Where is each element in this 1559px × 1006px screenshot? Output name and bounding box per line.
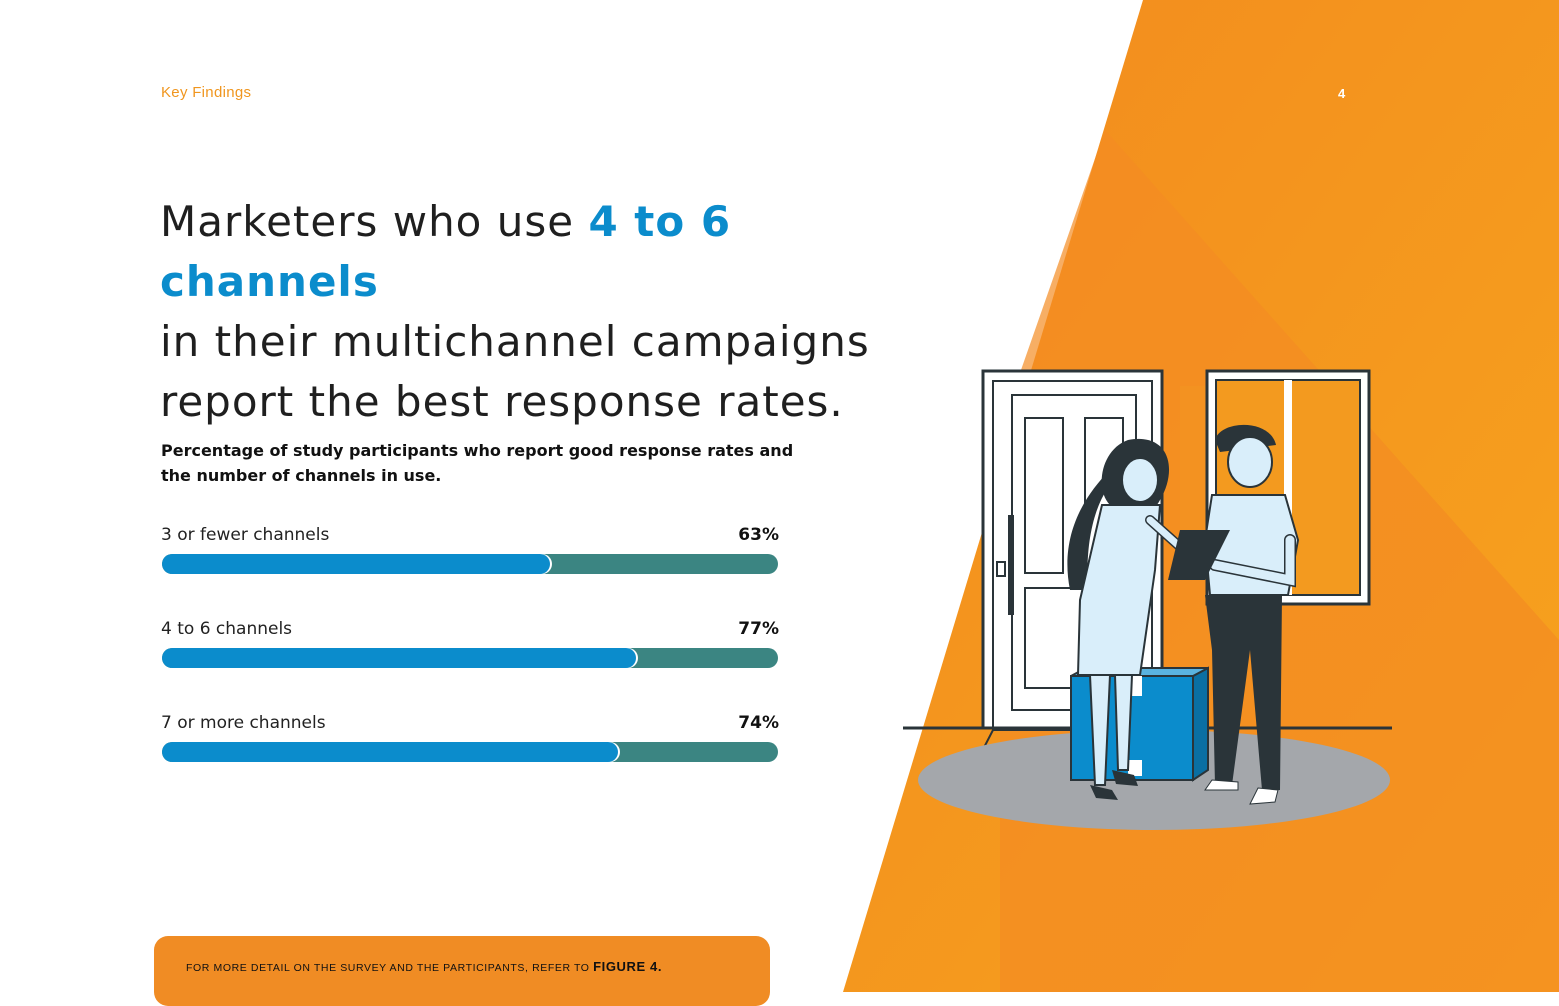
woman-figure <box>1067 438 1205 800</box>
footnote-banner: For more detail on the survey and the pa… <box>154 936 770 1006</box>
headline-part1: Marketers who use <box>160 197 589 246</box>
clipboard-icon <box>1168 530 1230 580</box>
bar-track <box>162 554 778 574</box>
bar-fill <box>162 554 551 574</box>
bar-fill <box>162 742 618 762</box>
footnote-body: For more detail on the survey and the pa… <box>186 962 594 974</box>
bar-category-label: 7 or more channels <box>161 713 326 733</box>
footnote-text: For more detail on the survey and the pa… <box>186 959 662 974</box>
bar-track <box>162 648 778 668</box>
figure-reference-link[interactable]: FIGURE 4. <box>593 959 663 974</box>
bar-category-label: 4 to 6 channels <box>161 619 293 639</box>
chart-title: Percentage of study participants who rep… <box>161 441 794 485</box>
section-label: Key Findings <box>161 84 252 101</box>
page-headline: Marketers who use 4 to 6 channels in thei… <box>160 192 960 432</box>
delivery-man-figure <box>1168 424 1300 805</box>
bar-row-2: 4 to 6 channels 77% <box>161 619 779 669</box>
bar-value-label: 77% <box>738 619 779 639</box>
headline-line2: in their multichannel campaigns <box>160 317 870 366</box>
bar-row-3: 7 or more channels 74% <box>161 713 779 763</box>
bar-value-label: 74% <box>738 713 779 733</box>
bar-row-1: 3 or fewer channels 63% <box>161 525 779 575</box>
bar-fill <box>162 648 637 668</box>
bar-track <box>162 742 778 762</box>
headline-highlight: 4 to 6 channels <box>160 197 732 306</box>
page-number: 4 <box>1338 86 1346 101</box>
bar-value-label: 63% <box>738 525 779 545</box>
headline-line3: report the best response rates. <box>160 377 844 426</box>
bar-category-label: 3 or fewer channels <box>161 525 330 545</box>
